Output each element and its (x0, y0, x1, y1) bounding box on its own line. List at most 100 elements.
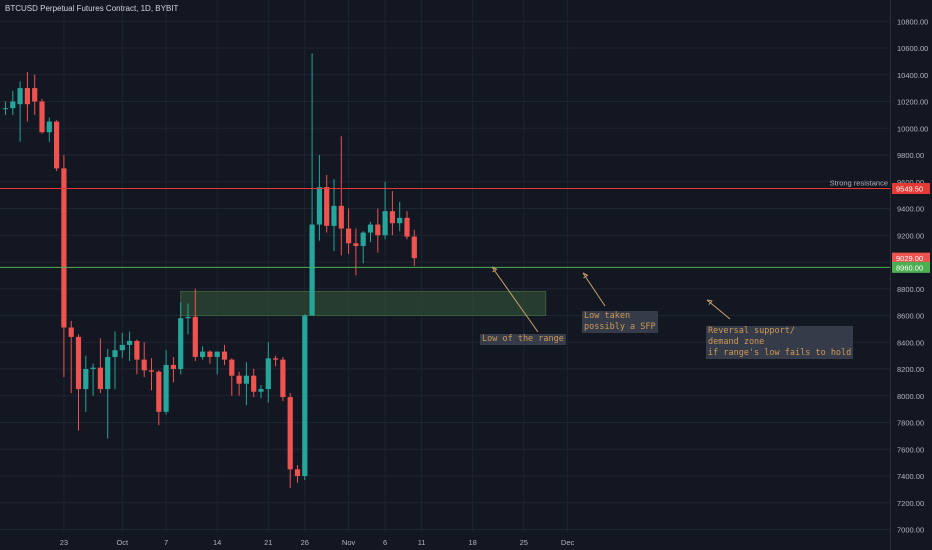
time-tick-label: 25 (520, 538, 528, 547)
price-tick-label: 9600.00 (897, 178, 924, 187)
candle-body[interactable] (316, 187, 322, 225)
candle-body[interactable] (273, 358, 279, 360)
candle-body[interactable] (346, 228, 352, 244)
candle-body[interactable] (178, 318, 184, 369)
candle-body[interactable] (338, 205, 344, 229)
candle-body[interactable] (127, 340, 133, 345)
price-tick-label: 7200.00 (897, 499, 924, 508)
time-tick-label: 21 (264, 538, 272, 547)
candle-body[interactable] (141, 359, 147, 371)
chart-title: BTCUSD Perpetual Futures Contract, 1D, B… (5, 4, 179, 13)
time-tick-label: 14 (213, 538, 221, 547)
candle-body[interactable] (156, 371, 162, 412)
annotation-reversal-zone: Reversal support/ demand zone if range's… (706, 326, 854, 359)
candle-body[interactable] (324, 187, 330, 226)
price-tick-label: 9200.00 (897, 231, 924, 240)
demand-zone (180, 290, 547, 316)
candle-body[interactable] (68, 327, 74, 337)
time-tick-label: Dec (561, 538, 575, 547)
candle-body[interactable] (287, 397, 293, 470)
price-tick-label: 8000.00 (897, 392, 924, 401)
price-tick-label: 8200.00 (897, 365, 924, 374)
candle-body[interactable] (24, 88, 30, 105)
candle-body[interactable] (367, 224, 374, 233)
time-tick-label: 23 (60, 538, 68, 547)
candle-body[interactable] (243, 375, 249, 384)
candle-body[interactable] (75, 336, 82, 390)
price-tick-label: 9400.00 (897, 205, 924, 214)
candle-body[interactable] (331, 205, 337, 226)
candle-body[interactable] (39, 101, 45, 133)
candle-body[interactable] (54, 121, 60, 169)
annotation-low-taken: Low taken possibly a SFP (582, 311, 658, 333)
arrow-reversal-zone (706, 299, 731, 320)
candle-body[interactable] (236, 375, 242, 384)
candle-body[interactable] (170, 364, 176, 369)
price-tick-label: 7800.00 (897, 419, 924, 428)
resistance-label: Strong resistance (830, 179, 888, 188)
arrow-range-low (491, 266, 539, 333)
resistance-price-badge-text: 9549.50 (896, 185, 923, 194)
time-tick-label: 6 (383, 538, 387, 547)
candle-body[interactable] (251, 375, 257, 392)
price-tick-label: 8400.00 (897, 338, 924, 347)
candle-body[interactable] (214, 351, 220, 357)
candle-body[interactable] (382, 211, 388, 236)
candle-body[interactable] (17, 88, 23, 105)
time-tick-label: 7 (164, 538, 168, 547)
candle-body[interactable] (309, 224, 315, 316)
price-tick-label: 9800.00 (897, 151, 924, 160)
candle-body[interactable] (404, 217, 410, 237)
last-price-badge (892, 252, 930, 264)
candle-body[interactable] (229, 359, 235, 376)
candle-body[interactable] (265, 358, 271, 390)
candle-body[interactable] (46, 121, 52, 133)
candle-body[interactable] (302, 315, 308, 477)
candle-body[interactable] (294, 469, 301, 476)
arrow-range-low-head (491, 266, 498, 273)
candle-body[interactable] (105, 356, 111, 390)
candle-body[interactable] (83, 369, 89, 390)
candle-body[interactable] (375, 224, 381, 236)
candle-body[interactable] (97, 367, 103, 390)
price-tick-label: 10600.00 (897, 44, 928, 53)
resistance-price-badge (892, 183, 930, 195)
candle-body[interactable] (90, 367, 96, 369)
candle-body[interactable] (119, 344, 125, 351)
candle-body[interactable] (192, 316, 198, 357)
time-tick-label: 26 (301, 538, 309, 547)
candle-body[interactable] (2, 108, 9, 110)
candle-body[interactable] (280, 359, 286, 398)
time-tick-label: Oct (116, 538, 129, 547)
support-price-badge (892, 261, 930, 273)
candle-body[interactable] (163, 364, 169, 412)
arrow-reversal-zone-head (706, 299, 713, 305)
candle-body[interactable] (221, 351, 228, 360)
candle-body[interactable] (134, 340, 140, 360)
price-tick-label: 8600.00 (897, 312, 924, 321)
time-tick-label: Nov (342, 538, 356, 547)
candle-body[interactable] (207, 351, 213, 357)
price-tick-label: 7400.00 (897, 472, 924, 481)
price-tick-label: 10000.00 (897, 124, 928, 133)
candle-body[interactable] (10, 101, 16, 109)
candle-body[interactable] (353, 243, 359, 246)
time-tick-label: 11 (418, 538, 426, 547)
candle-body[interactable] (258, 389, 264, 392)
support-price-badge-text: 8960.00 (896, 263, 923, 272)
price-tick-label: 7600.00 (897, 445, 924, 454)
candle-body[interactable] (411, 236, 417, 259)
arrow-low-taken-head (582, 272, 589, 279)
candle-body[interactable] (397, 217, 403, 224)
candle-body[interactable] (360, 232, 366, 246)
candle-body[interactable] (185, 316, 191, 319)
candle-body[interactable] (389, 211, 395, 224)
candle-body[interactable] (148, 370, 155, 372)
last-price-badge-text: 9029.00 (896, 254, 923, 263)
candle-body[interactable] (112, 350, 118, 357)
candle-body[interactable] (32, 88, 38, 102)
candle-body[interactable] (61, 168, 67, 328)
price-tick-label: 10800.00 (897, 17, 928, 26)
candle-body[interactable] (200, 351, 206, 357)
